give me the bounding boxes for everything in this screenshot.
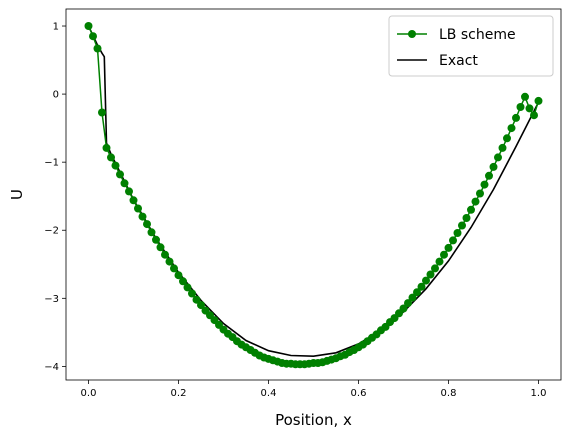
lb-scheme-point — [197, 301, 205, 310]
lb-scheme-point — [165, 257, 174, 266]
x-axis: 0.0 0.2 0.4 0.6 0.8 1.0 — [81, 380, 547, 399]
lb-scheme-point — [188, 289, 196, 298]
lb-scheme-point — [98, 108, 106, 117]
legend-marker-lb-scheme — [408, 30, 416, 38]
lb-scheme-point — [156, 243, 165, 252]
lb-scheme-point — [129, 196, 138, 205]
lb-scheme-point — [93, 44, 102, 53]
lb-scheme-point — [125, 187, 133, 196]
x-tick-label: 0.2 — [171, 388, 187, 399]
legend-box — [388, 15, 554, 77]
legend: LB scheme Exact — [388, 15, 554, 77]
y-tick-label: −1 — [44, 158, 59, 169]
x-tick-label: 0.4 — [261, 388, 277, 399]
lb-scheme-point — [485, 171, 493, 180]
lb-scheme-point — [138, 212, 147, 221]
plot-frame — [65, 8, 562, 381]
lb-scheme-point — [161, 250, 169, 259]
y-tick-label: −2 — [44, 226, 59, 237]
lb-scheme-point — [89, 32, 97, 41]
lb-scheme-point — [494, 153, 502, 162]
lb-scheme-point — [134, 204, 142, 213]
lb-scheme-point — [480, 180, 489, 189]
x-axis-label: Position, x — [275, 411, 352, 429]
lb-scheme-point — [404, 299, 412, 308]
lb-scheme-point — [525, 104, 534, 113]
lb-scheme-point — [84, 22, 93, 30]
lb-scheme-point — [120, 179, 129, 188]
y-tick-label: −3 — [44, 294, 59, 305]
lb-scheme-point — [111, 161, 120, 170]
lb-scheme-point — [417, 282, 426, 291]
y-tick-label: 1 — [53, 22, 59, 33]
legend-entry-exact: Exact — [439, 53, 478, 69]
lb-scheme-point — [413, 288, 421, 297]
lb-scheme-point — [498, 143, 507, 152]
lb-scheme-point — [102, 143, 111, 152]
lb-scheme-point — [431, 264, 439, 273]
lb-scheme-point — [143, 220, 151, 229]
lb-scheme-point — [179, 277, 187, 286]
lb-scheme-point — [453, 229, 462, 237]
lb-scheme-point — [435, 257, 444, 266]
x-tick-label: 1.0 — [531, 388, 547, 399]
lb-scheme-point — [107, 153, 115, 162]
lb-scheme-point — [147, 228, 156, 237]
lb-scheme-point — [408, 293, 417, 302]
x-tick-label: 0.0 — [81, 388, 97, 399]
lb-scheme-point — [174, 271, 183, 280]
lb-scheme-point — [449, 236, 457, 245]
y-tick-label: −4 — [44, 362, 59, 373]
x-tick-label: 0.6 — [351, 388, 367, 399]
y-tick-label: 0 — [53, 90, 59, 101]
lb-scheme-point — [183, 283, 192, 292]
lb-scheme-point — [467, 205, 475, 214]
lb-scheme-point — [426, 270, 435, 279]
series-layer — [84, 22, 543, 369]
lb-scheme-point — [516, 103, 525, 111]
lb-scheme-point — [512, 113, 520, 122]
x-tick-label: 0.8 — [441, 388, 457, 399]
lb-scheme-point — [476, 189, 484, 198]
lb-scheme-point — [170, 264, 178, 273]
lb-scheme-point — [116, 170, 124, 179]
lb-scheme-point — [422, 276, 430, 285]
lb-scheme-point — [507, 124, 516, 133]
y-axis: 1 0 −1 −2 −3 −4 — [44, 22, 66, 373]
lb-scheme-point — [440, 250, 448, 259]
lb-scheme-point — [152, 235, 160, 244]
lb-scheme-point — [530, 111, 538, 120]
lb-scheme-point — [534, 96, 543, 105]
lb-scheme-point — [462, 214, 471, 222]
lb-scheme-point — [399, 304, 408, 313]
lb-scheme-point — [471, 197, 480, 206]
lb-scheme-point — [458, 221, 466, 230]
lb-scheme-point — [489, 162, 498, 171]
legend-entry-lb-scheme: LB scheme — [439, 27, 516, 43]
y-axis-label: U — [8, 189, 26, 200]
lb-scheme-point — [503, 134, 511, 143]
lb-scheme-point — [444, 243, 453, 252]
lb-scheme-point — [192, 295, 201, 304]
lb-scheme-point — [521, 92, 529, 101]
